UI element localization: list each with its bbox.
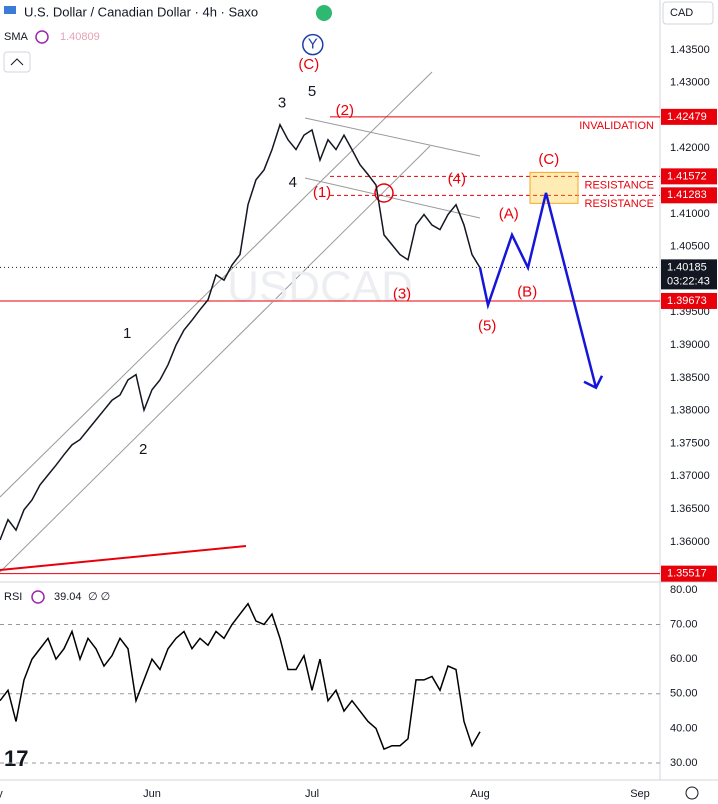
sma-value: 1.40809 — [60, 31, 100, 43]
y-tick-label: 1.43500 — [670, 44, 710, 56]
y-tick-label: 1.42000 — [670, 142, 710, 154]
y2-tick-label: 40.00 — [670, 722, 698, 734]
marker-circle — [374, 183, 394, 203]
level-name: RESISTANCE — [585, 179, 654, 191]
collapse-icon — [10, 58, 24, 66]
annotation: (B) — [517, 284, 537, 301]
annotation: Y — [308, 36, 318, 53]
projection-path — [478, 192, 598, 389]
annotation: (4) — [448, 171, 466, 188]
rsi-value: 39.04 — [54, 591, 82, 603]
level-name: RESISTANCE — [585, 198, 654, 210]
y-tick-label: 1.39500 — [670, 306, 710, 318]
rsi-settings: ∅ ∅ — [88, 591, 110, 603]
collapse-button[interactable] — [3, 51, 31, 73]
resistance-zone — [529, 171, 579, 204]
rsi-line — [0, 602, 481, 751]
currency: CAD — [670, 7, 693, 19]
channel-line — [0, 71, 433, 498]
level-label: 1.39673 — [667, 295, 707, 307]
price-line — [0, 122, 481, 541]
y-tick-label: 1.38000 — [670, 405, 710, 417]
annotation: (C) — [298, 56, 319, 73]
annotation: (2) — [336, 102, 354, 119]
annotation: 2 — [139, 441, 147, 458]
level-label: 1.41572 — [667, 170, 707, 182]
level-label-box — [661, 108, 717, 125]
level-label-box — [661, 168, 717, 185]
channel-line — [304, 117, 481, 157]
y2-tick-label: 50.00 — [670, 688, 698, 700]
trend-line — [0, 545, 247, 571]
annotation: (5) — [478, 318, 496, 335]
watermark: USDCAD — [227, 263, 413, 312]
x-tick-label: Sep — [630, 788, 650, 800]
countdown: 03:22:43 — [667, 275, 710, 287]
x-tick-label: Jul — [305, 788, 319, 800]
y-tick-label: 1.40500 — [670, 241, 710, 253]
y-tick-label: 1.36000 — [670, 536, 710, 548]
x-tick-label: Aug — [470, 788, 490, 800]
annotation: 5 — [308, 83, 316, 100]
x-tick-label: Jun — [143, 788, 161, 800]
annotation: (A) — [499, 206, 519, 223]
currency-button[interactable] — [662, 1, 714, 25]
rsi-icon — [31, 590, 45, 604]
annotation: (3) — [393, 286, 411, 303]
logo: 17 — [4, 746, 28, 771]
projection-arrow — [583, 375, 604, 390]
y-tick-label: 1.43000 — [670, 77, 710, 89]
sma-icon — [35, 30, 49, 44]
annotation: 4 — [289, 174, 297, 191]
annotation-circle — [302, 33, 324, 56]
y2-tick-label: 30.00 — [670, 757, 698, 769]
annotation: (C) — [538, 151, 559, 168]
y2-tick-label: 60.00 — [670, 653, 698, 665]
level-label: 1.41283 — [667, 189, 707, 201]
y-tick-label: 1.37000 — [670, 470, 710, 482]
current-price: 1.40185 — [667, 261, 707, 273]
channel-line — [0, 145, 431, 573]
flag-icon — [4, 6, 16, 14]
sma-name: SMA — [4, 31, 29, 43]
annotation: 1 — [123, 325, 131, 342]
y-tick-label: 1.39000 — [670, 339, 710, 351]
level-label-box — [661, 565, 717, 582]
rsi-name: RSI — [4, 591, 22, 603]
y-tick-label: 1.37500 — [670, 437, 710, 449]
y-tick-label: 1.36500 — [670, 503, 710, 515]
y-tick-label: 1.38500 — [670, 372, 710, 384]
level-label: 1.35517 — [667, 568, 707, 580]
y2-tick-label: 80.00 — [670, 584, 698, 596]
current-price-box — [661, 259, 717, 290]
y-tick-label: 1.41000 — [670, 208, 710, 220]
annotation: 3 — [278, 95, 286, 112]
annotation: (1) — [313, 184, 331, 201]
x-tick-label: y — [0, 788, 3, 800]
chart-title: U.S. Dollar / Canadian Dollar · 4h · Sax… — [24, 4, 258, 19]
level-label: 1.42479 — [667, 111, 707, 123]
settings-icon[interactable] — [685, 786, 699, 800]
market-status — [316, 5, 332, 21]
y2-tick-label: 70.00 — [670, 618, 698, 630]
level-label-box — [661, 292, 717, 309]
level-label-box — [661, 187, 717, 204]
level-name: INVALIDATION — [579, 120, 654, 132]
